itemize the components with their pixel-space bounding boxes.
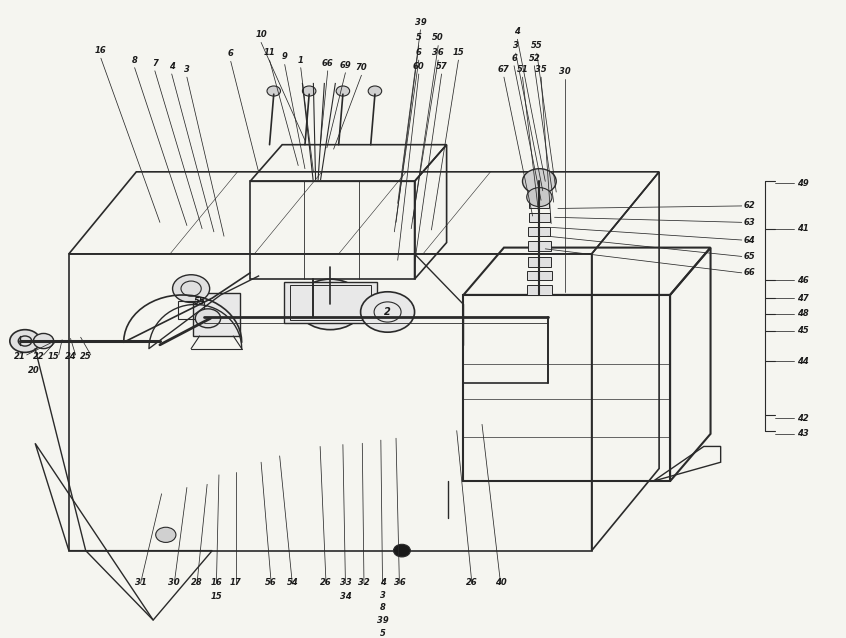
Circle shape — [34, 334, 53, 348]
Text: 16: 16 — [211, 578, 222, 587]
Text: 8: 8 — [132, 56, 138, 64]
Text: 4: 4 — [380, 578, 386, 587]
Text: 31: 31 — [135, 578, 146, 587]
Circle shape — [302, 86, 316, 96]
Text: 16: 16 — [95, 46, 107, 55]
Text: 67: 67 — [498, 65, 510, 74]
Bar — [529, 226, 551, 236]
Bar — [193, 293, 240, 336]
Text: 40: 40 — [495, 578, 507, 587]
Text: 49: 49 — [798, 179, 809, 188]
Bar — [530, 199, 550, 209]
Text: 51: 51 — [517, 65, 529, 74]
Text: 55: 55 — [531, 41, 543, 50]
Circle shape — [368, 86, 382, 96]
Text: 10: 10 — [255, 30, 267, 40]
Bar — [179, 301, 204, 319]
Text: 28: 28 — [191, 578, 203, 587]
Text: 5: 5 — [416, 33, 421, 42]
Text: 60: 60 — [413, 62, 425, 71]
Bar — [527, 271, 552, 281]
Text: 65: 65 — [744, 252, 755, 261]
Circle shape — [336, 86, 349, 96]
Text: 3: 3 — [380, 591, 386, 600]
Circle shape — [527, 188, 552, 207]
Text: 56: 56 — [266, 578, 277, 587]
Text: 69: 69 — [339, 61, 351, 70]
Text: 66: 66 — [744, 269, 755, 278]
Text: 66: 66 — [321, 59, 333, 68]
Text: 50: 50 — [432, 33, 444, 42]
Text: 52: 52 — [529, 54, 541, 63]
Circle shape — [267, 86, 281, 96]
Text: 32: 32 — [358, 578, 370, 587]
Text: 70: 70 — [355, 63, 367, 72]
Text: 57: 57 — [436, 62, 448, 71]
Text: 41: 41 — [798, 224, 809, 233]
Text: 3: 3 — [184, 65, 190, 74]
Text: 5: 5 — [380, 628, 386, 638]
Text: 30: 30 — [168, 578, 180, 587]
Text: 33: 33 — [339, 578, 351, 587]
Bar — [528, 257, 552, 267]
Text: 21: 21 — [14, 352, 26, 360]
Circle shape — [10, 330, 40, 352]
Text: 36: 36 — [393, 578, 405, 587]
Text: 64: 64 — [744, 235, 755, 244]
Bar — [528, 241, 551, 251]
Text: 4: 4 — [169, 62, 174, 71]
Text: 8: 8 — [380, 604, 386, 612]
Text: 20: 20 — [28, 366, 39, 375]
Text: 55: 55 — [194, 297, 206, 306]
Text: 39: 39 — [376, 616, 388, 625]
Text: 63: 63 — [744, 218, 755, 227]
Text: 7: 7 — [152, 59, 158, 68]
Text: 15: 15 — [47, 352, 59, 360]
Text: 22: 22 — [33, 352, 44, 360]
Text: 4: 4 — [514, 27, 520, 36]
Text: 36: 36 — [432, 48, 444, 57]
Text: 15: 15 — [211, 592, 222, 601]
Text: 17: 17 — [230, 578, 242, 587]
Text: 35: 35 — [536, 65, 547, 74]
Text: 34: 34 — [339, 592, 351, 601]
Text: 6: 6 — [511, 54, 517, 63]
Text: 48: 48 — [798, 309, 809, 318]
Text: 6: 6 — [228, 49, 233, 58]
Text: 39: 39 — [415, 18, 426, 27]
Bar — [284, 282, 376, 323]
Text: 30: 30 — [559, 67, 570, 76]
Text: 24: 24 — [64, 352, 76, 360]
Circle shape — [195, 309, 221, 328]
Text: 9: 9 — [282, 52, 288, 61]
Circle shape — [393, 544, 410, 557]
Bar — [527, 285, 552, 295]
Text: 42: 42 — [798, 413, 809, 422]
Text: 26: 26 — [466, 578, 478, 587]
Text: 6: 6 — [416, 48, 421, 57]
Circle shape — [523, 168, 556, 194]
Text: 62: 62 — [744, 202, 755, 211]
Text: 44: 44 — [798, 357, 809, 366]
Bar — [529, 213, 550, 222]
Text: 25: 25 — [80, 352, 91, 360]
Text: 45: 45 — [798, 327, 809, 336]
Text: 54: 54 — [287, 578, 298, 587]
Circle shape — [296, 279, 364, 330]
Text: 26: 26 — [320, 578, 332, 587]
Circle shape — [360, 292, 415, 332]
Text: 15: 15 — [453, 48, 464, 57]
Text: 3: 3 — [513, 41, 519, 50]
Text: 2: 2 — [384, 307, 391, 317]
Text: 46: 46 — [798, 276, 809, 285]
Circle shape — [173, 275, 210, 302]
Text: 1: 1 — [298, 56, 304, 64]
Text: 43: 43 — [798, 429, 809, 438]
Circle shape — [156, 527, 176, 542]
Text: 47: 47 — [798, 293, 809, 302]
Bar — [290, 285, 371, 320]
Text: 11: 11 — [264, 48, 276, 57]
